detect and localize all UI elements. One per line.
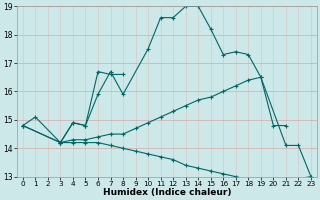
X-axis label: Humidex (Indice chaleur): Humidex (Indice chaleur) (103, 188, 231, 197)
